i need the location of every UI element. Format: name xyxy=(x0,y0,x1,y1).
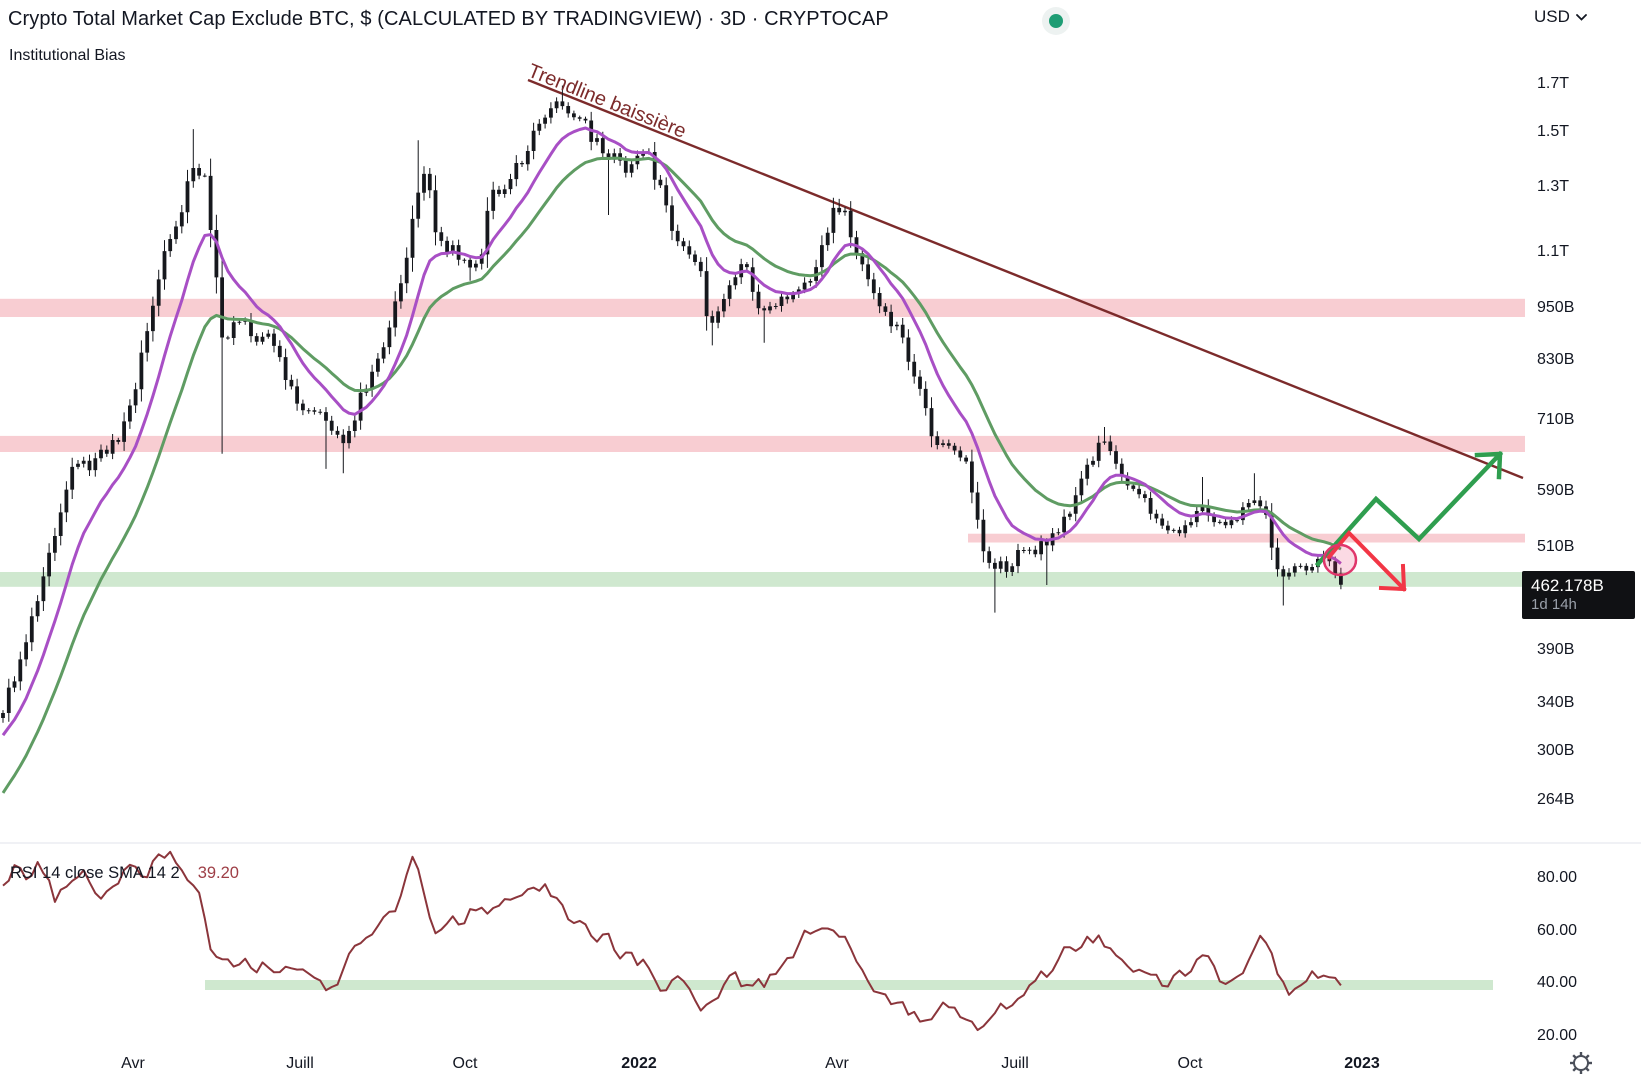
price-tick-264B: 264B xyxy=(1537,791,1575,808)
level-band-resistance-950 xyxy=(0,298,1525,317)
currency-label: USD xyxy=(1534,7,1570,26)
symbol-header: Crypto Total Market Cap Exclude BTC, $ (… xyxy=(8,8,889,31)
rsi-tick-20.00: 20.00 xyxy=(1537,1027,1578,1044)
last-price-value: 462.178B xyxy=(1531,576,1604,595)
time-label-Avr: Avr xyxy=(121,1055,145,1072)
price-tick-710B: 710B xyxy=(1537,411,1575,428)
price-tick-340B: 340B xyxy=(1537,694,1575,711)
gear-icon[interactable] xyxy=(1567,1049,1595,1077)
rsi-level-band xyxy=(205,980,1493,990)
rsi-tick-80.00: 80.00 xyxy=(1537,869,1578,886)
rsi-legend-value: 39.20 xyxy=(197,864,239,882)
price-tick-1.5T: 1.5T xyxy=(1537,123,1570,140)
rsi-tick-60.00: 60.00 xyxy=(1537,922,1578,939)
price-tick-510B: 510B xyxy=(1537,538,1575,555)
price-tick-830B: 830B xyxy=(1537,351,1575,368)
time-label-2023: 2023 xyxy=(1344,1055,1380,1072)
level-band-support-462 xyxy=(0,572,1525,587)
price-tick-590B: 590B xyxy=(1537,482,1575,499)
time-label-Juill: Juill xyxy=(286,1055,314,1072)
market-status-icon xyxy=(1042,7,1070,35)
price-tick-950B: 950B xyxy=(1537,299,1575,316)
symbol-title: Crypto Total Market Cap Exclude BTC, $ (… xyxy=(8,8,889,30)
rsi-legend-title: RSI 14 close SMA 14 2 xyxy=(10,864,180,882)
time-label-Oct: Oct xyxy=(1177,1055,1203,1072)
rsi-line xyxy=(2,850,1342,1032)
price-tick-1.3T: 1.3T xyxy=(1537,178,1570,195)
chevron-down-icon xyxy=(1576,13,1587,21)
rsi-legend[interactable]: RSI 14 close SMA 14 2 39.20 xyxy=(10,864,239,883)
price-tick-1.7T: 1.7T xyxy=(1537,75,1570,92)
last-price-label: 462.178B 1d 14h xyxy=(1522,571,1635,619)
price-tick-1.1T: 1.1T xyxy=(1537,243,1570,260)
ma-fast-line xyxy=(1,126,1342,737)
projected-path-up-drawing[interactable] xyxy=(1314,450,1504,568)
red-arrowhead[interactable] xyxy=(1378,563,1407,592)
time-label-2022: 2022 xyxy=(621,1055,657,1072)
ma-slow-line xyxy=(1,156,1342,794)
bar-countdown: 1d 14h xyxy=(1531,596,1577,613)
time-label-Avr: Avr xyxy=(825,1055,849,1072)
highlight-circle-drawing[interactable] xyxy=(1322,543,1358,577)
rsi-tick-40.00: 40.00 xyxy=(1537,974,1578,991)
time-label-Oct: Oct xyxy=(452,1055,478,1072)
currency-selector[interactable]: USD xyxy=(1534,7,1587,27)
projected-path-down-drawing[interactable] xyxy=(1326,530,1407,592)
time-label-Juill: Juill xyxy=(1001,1055,1029,1072)
level-band-resistance-520 xyxy=(968,533,1525,543)
level-band-resistance-680 xyxy=(0,435,1525,452)
trendline-drawing[interactable] xyxy=(527,78,1524,480)
price-tick-390B: 390B xyxy=(1537,641,1575,658)
green-arrowhead[interactable] xyxy=(1474,451,1503,480)
candle-bodies xyxy=(1,101,1343,718)
price-tick-300B: 300B xyxy=(1537,742,1575,759)
indicator-label-institutional-bias[interactable]: Institutional Bias xyxy=(9,47,126,64)
